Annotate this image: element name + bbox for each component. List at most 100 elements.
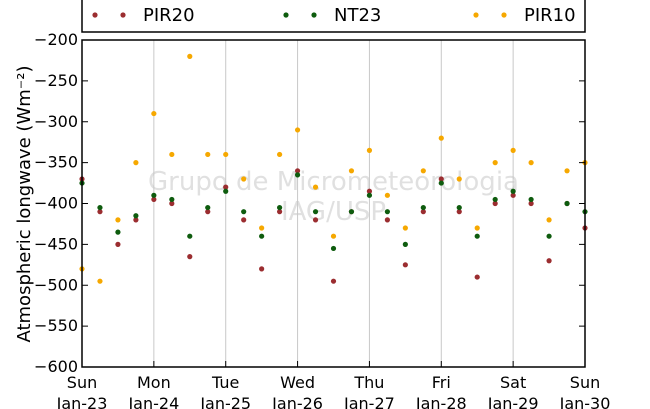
x-tick-label-day: Sun xyxy=(67,373,97,392)
data-point xyxy=(187,254,193,260)
x-tick-label-day: Fri xyxy=(432,373,451,392)
y-tick-label: −250 xyxy=(34,71,78,90)
data-point xyxy=(277,204,283,211)
x-axis: Sun Jan-23 Mon Jan-24 Tue Jan-25 Wed Jan-26 Thu J… xyxy=(56,361,611,409)
x-tick-label-date: Jan-30 xyxy=(559,394,611,409)
data-point xyxy=(330,278,337,284)
legend-marker xyxy=(473,12,479,18)
data-point xyxy=(402,262,408,268)
data-point xyxy=(564,200,570,207)
y-tick-label: −550 xyxy=(34,316,78,335)
data-point xyxy=(115,217,121,223)
legend: PIR20 NT23 PIR10 xyxy=(92,5,576,26)
data-point xyxy=(438,176,444,182)
data-point xyxy=(474,274,480,280)
data-point xyxy=(133,217,139,223)
data-point xyxy=(187,233,193,239)
data-point xyxy=(438,135,444,141)
data-point xyxy=(151,110,157,117)
data-point xyxy=(223,188,229,194)
x-tick-label-date: Jan-28 xyxy=(415,394,467,409)
y-tick-label: −200 xyxy=(34,30,78,49)
data-point xyxy=(115,229,121,235)
data-point xyxy=(241,209,247,215)
y-tick-label: −450 xyxy=(34,234,78,253)
x-tick-label-date: Jan-26 xyxy=(271,394,323,409)
data-point xyxy=(456,209,462,215)
data-point xyxy=(169,200,175,207)
data-point xyxy=(528,196,534,203)
y-tick-label: −300 xyxy=(34,112,78,131)
legend-marker xyxy=(92,12,98,18)
x-tick-label-day: Sun xyxy=(570,373,600,392)
data-point xyxy=(241,217,247,223)
x-tick-label-date: Jan-27 xyxy=(343,394,395,409)
data-point xyxy=(223,184,229,190)
data-point xyxy=(366,188,373,194)
data-point xyxy=(169,151,175,158)
data-point xyxy=(294,127,301,133)
x-tick-label-day: Thu xyxy=(353,373,384,392)
data-point xyxy=(133,213,139,219)
data-point xyxy=(312,217,319,223)
data-point xyxy=(348,209,355,215)
data-point xyxy=(546,258,552,264)
data-point xyxy=(151,196,157,203)
data-point xyxy=(474,225,480,231)
data-point xyxy=(330,233,337,239)
data-point xyxy=(151,192,157,198)
data-point xyxy=(348,168,355,174)
data-point xyxy=(312,184,319,190)
data-point xyxy=(187,53,193,59)
data-point xyxy=(277,151,283,158)
data-point xyxy=(528,200,534,207)
data-point xyxy=(384,192,390,198)
data-point xyxy=(384,209,390,215)
data-point xyxy=(312,209,319,215)
legend-marker xyxy=(120,12,126,18)
x-tick-label-day: Tue xyxy=(211,373,239,392)
data-point xyxy=(474,233,480,239)
data-point xyxy=(546,217,552,223)
data-point xyxy=(205,204,211,211)
data-point xyxy=(546,233,552,239)
data-point xyxy=(294,168,301,174)
data-point xyxy=(456,176,462,182)
data-point xyxy=(223,151,229,158)
data-point xyxy=(420,168,426,174)
grid xyxy=(153,40,514,367)
data-point xyxy=(115,241,121,247)
y-tick-label: −400 xyxy=(34,194,78,213)
data-point xyxy=(510,188,516,194)
y-axis-label: Atmospheric longwave (Wm⁻²) xyxy=(14,65,35,342)
data-point xyxy=(492,160,498,166)
data-point xyxy=(259,233,265,239)
legend-marker xyxy=(311,12,317,18)
data-point xyxy=(205,209,211,215)
data-point xyxy=(294,172,301,178)
data-points xyxy=(79,53,588,284)
data-point xyxy=(510,192,516,198)
data-point xyxy=(366,147,373,153)
legend-marker xyxy=(501,12,507,18)
data-point xyxy=(402,225,408,231)
y-tick-label: −500 xyxy=(34,275,78,294)
watermark-text: IAG/USP xyxy=(281,197,386,227)
data-point xyxy=(366,192,373,198)
data-point xyxy=(330,245,337,252)
legend-label: PIR20 xyxy=(143,5,195,26)
data-point xyxy=(420,204,426,211)
data-point xyxy=(438,180,444,186)
data-point xyxy=(277,209,283,215)
x-tick-label-date: Jan-23 xyxy=(56,394,108,409)
y-tick-label: −600 xyxy=(34,357,78,376)
legend-box xyxy=(81,0,586,33)
y-axis: −200 −250 −300 −350 −400 −450 −500 −550 −600 xyxy=(34,30,585,376)
x-tick-label-date: Jan-29 xyxy=(487,394,539,409)
data-point xyxy=(402,241,408,247)
data-point xyxy=(97,204,103,211)
data-point xyxy=(456,204,462,211)
data-point xyxy=(510,147,516,153)
